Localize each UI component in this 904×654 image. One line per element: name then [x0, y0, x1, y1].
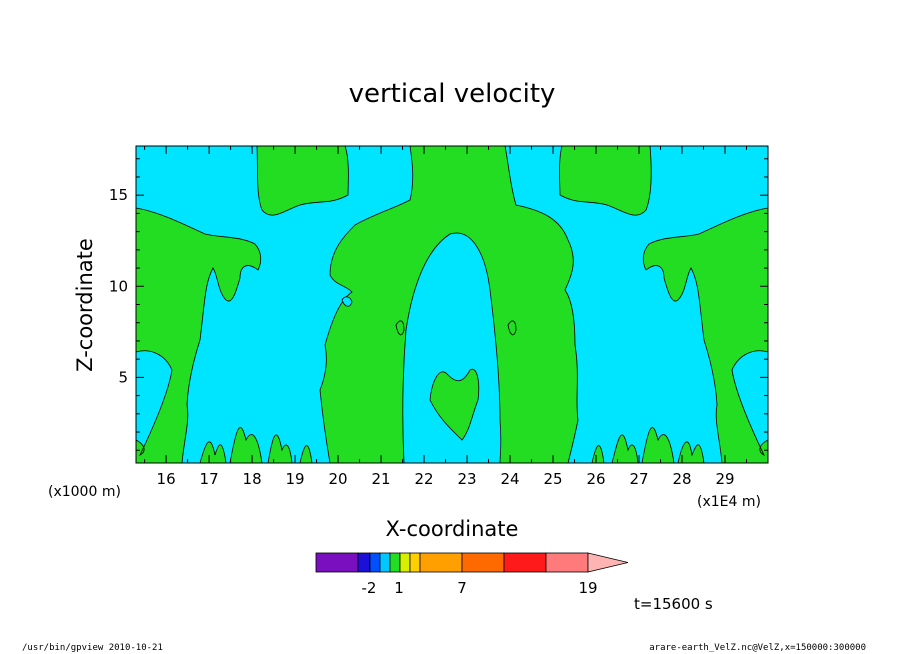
x-tick-label: 27: [629, 470, 648, 488]
x-axis-label: X-coordinate: [386, 517, 519, 541]
colorbar-segment: [545, 552, 589, 573]
contour-field: [136, 146, 768, 463]
colorbar-segment: [503, 552, 547, 573]
y-axis-label: Z-coordinate: [73, 238, 97, 372]
x-axis: 16 17 18 19 20 21 22 23 24 25 26 27 28 29: [144, 146, 748, 488]
field-positive: [136, 146, 768, 463]
colorbar-tick-label: 19: [578, 579, 597, 597]
x-tick-label: 17: [200, 470, 219, 488]
footer-right: arare-earth_VelZ.nc@VelZ,x=150000:300000: [649, 643, 866, 653]
colorbar-arrow: [587, 552, 629, 573]
colorbar-tick-label: 1: [394, 579, 404, 597]
colorbar-segment: [419, 552, 463, 573]
field-negative-cavities: [341, 232, 517, 463]
colorbar: [315, 552, 629, 573]
x-tick-label: 16: [157, 470, 176, 488]
x-tick-label: 24: [500, 470, 519, 488]
x-tick-label: 22: [415, 470, 434, 488]
x-tick-label: 28: [672, 470, 691, 488]
footer-left: /usr/bin/gpview 2010-10-21: [22, 643, 163, 653]
colorbar-tick-label: 7: [457, 579, 467, 597]
x-tick-label: 29: [715, 470, 734, 488]
colorbar-segment: [315, 552, 359, 573]
colorbar-ticks: -2 1 7 19: [362, 579, 598, 597]
colorbar-segment: [461, 552, 505, 573]
chart-title: vertical velocity: [349, 79, 556, 109]
colorbar-segment: [369, 552, 381, 573]
x-tick-label: 20: [329, 470, 348, 488]
colorbar-tick-label: -2: [362, 579, 377, 597]
y-axis: 5 10 15: [109, 158, 768, 451]
y-unit-label: (x1000 m): [48, 484, 121, 500]
x-tick-label: 23: [458, 470, 477, 488]
x-tick-label: 21: [372, 470, 391, 488]
x-unit-label: (x1E4 m): [697, 494, 761, 510]
x-tick-label: 26: [586, 470, 605, 488]
x-tick-label: 18: [243, 470, 262, 488]
x-tick-label: 25: [543, 470, 562, 488]
time-label: t=15600 s: [634, 595, 713, 613]
colorbar-segment: [409, 552, 421, 573]
colorbar-segment: [389, 552, 401, 573]
colorbar-segment: [379, 552, 391, 573]
y-tick-label: 15: [109, 186, 128, 204]
colorbar-segment: [399, 552, 411, 573]
x-tick-label: 19: [286, 470, 305, 488]
colorbar-segment: [357, 552, 371, 573]
y-tick-label: 10: [109, 277, 128, 295]
y-tick-label: 5: [118, 368, 128, 386]
